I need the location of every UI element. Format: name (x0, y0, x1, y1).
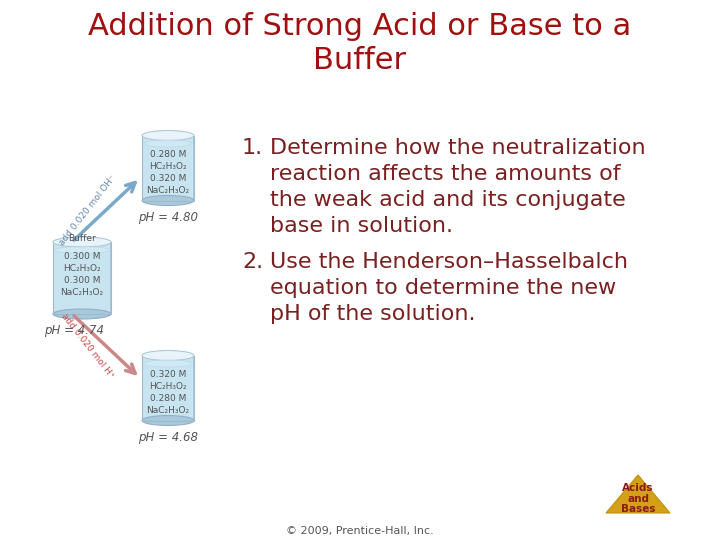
Bar (53, 242, 54, 314)
Text: 1.: 1. (242, 138, 263, 158)
Bar (142, 355, 143, 421)
Polygon shape (606, 475, 670, 513)
Ellipse shape (55, 246, 109, 253)
Bar (142, 136, 194, 200)
Bar (142, 355, 194, 421)
Bar (110, 242, 111, 314)
Bar (193, 136, 194, 200)
Ellipse shape (142, 415, 194, 426)
Text: add 0.020 mol OH⁻: add 0.020 mol OH⁻ (58, 173, 118, 247)
Text: Addition of Strong Acid or Base to a: Addition of Strong Acid or Base to a (89, 12, 631, 41)
Bar (53, 242, 111, 314)
Text: reaction affects the amounts of: reaction affects the amounts of (270, 164, 621, 184)
Text: and: and (627, 494, 649, 504)
Text: Buffer: Buffer (68, 234, 96, 243)
Text: HC₂H₃O₂: HC₂H₃O₂ (149, 162, 186, 171)
Text: pH of the solution.: pH of the solution. (270, 304, 475, 324)
Text: add 0.020 mol H⁺: add 0.020 mol H⁺ (60, 312, 116, 380)
Bar (142, 136, 194, 200)
Text: 0.320 M: 0.320 M (150, 174, 186, 183)
Text: © 2009, Prentice-Hall, Inc.: © 2009, Prentice-Hall, Inc. (286, 526, 434, 536)
Text: 0.280 M: 0.280 M (150, 394, 186, 403)
Text: pH = 4.74: pH = 4.74 (44, 324, 104, 337)
Bar (142, 355, 194, 421)
Text: 0.280 M: 0.280 M (150, 150, 186, 159)
Text: equation to determine the new: equation to determine the new (270, 278, 616, 298)
Text: 2.: 2. (242, 252, 263, 272)
Text: NaC₂H₃O₂: NaC₂H₃O₂ (60, 288, 104, 297)
Ellipse shape (142, 195, 194, 206)
Ellipse shape (142, 131, 194, 140)
Ellipse shape (53, 309, 111, 319)
Text: the weak acid and its conjugate: the weak acid and its conjugate (270, 190, 626, 210)
Ellipse shape (144, 360, 192, 367)
Text: 0.300 M: 0.300 M (64, 276, 100, 285)
Bar (53, 242, 111, 314)
Text: NaC₂H₃O₂: NaC₂H₃O₂ (146, 406, 189, 415)
Text: HC₂H₃O₂: HC₂H₃O₂ (63, 264, 101, 273)
Text: pH = 4.80: pH = 4.80 (138, 211, 198, 224)
Bar (142, 136, 143, 200)
Text: 0.300 M: 0.300 M (64, 252, 100, 261)
Text: Acids: Acids (622, 483, 654, 493)
Text: NaC₂H₃O₂: NaC₂H₃O₂ (146, 186, 189, 195)
Text: Bases: Bases (621, 504, 655, 514)
Ellipse shape (142, 350, 194, 361)
Text: Buffer: Buffer (313, 46, 407, 75)
Ellipse shape (144, 140, 192, 147)
Text: Determine how the neutralization: Determine how the neutralization (270, 138, 646, 158)
Text: base in solution.: base in solution. (270, 216, 453, 236)
Text: HC₂H₃O₂: HC₂H₃O₂ (149, 382, 186, 391)
Bar (193, 355, 194, 421)
Text: Use the Henderson–Hasselbalch: Use the Henderson–Hasselbalch (270, 252, 628, 272)
Ellipse shape (53, 237, 111, 247)
Text: pH = 4.68: pH = 4.68 (138, 430, 198, 443)
Text: 0.320 M: 0.320 M (150, 370, 186, 379)
